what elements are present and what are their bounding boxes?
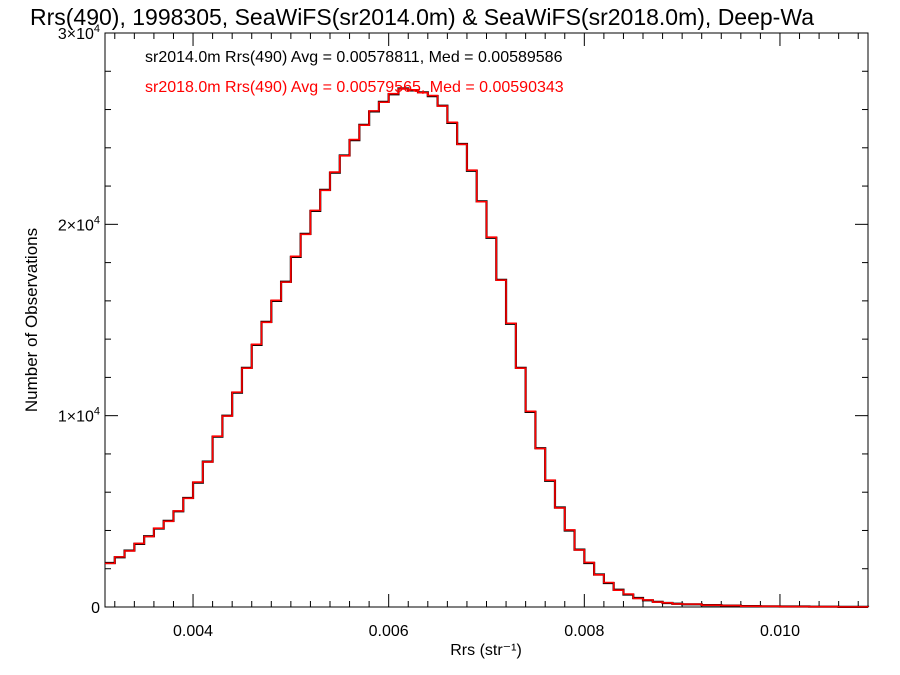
y-tick-label: 3×104 (58, 23, 100, 43)
series-layer (105, 87, 870, 608)
x-tick-label: 0.006 (369, 623, 409, 640)
y-tick-label: 1×104 (58, 406, 100, 426)
x-axis-ticks: 0.004 0.006 0.008 0.010 (114, 33, 859, 640)
series-line-sr2014 (105, 87, 870, 608)
x-tick-label: 0.008 (564, 623, 604, 640)
plot-frame (104, 32, 869, 608)
legend-entry-sr2014: sr2014.0m Rrs(490) Avg = 0.00578811, Med… (145, 49, 563, 66)
series-line-sr2018 (105, 88, 869, 608)
x-tick-label: 0.004 (173, 623, 213, 640)
legend-entry-sr2018: sr2018.0m Rrs(490) Avg = 0.00579565, Med… (145, 79, 564, 96)
y-tick-label: 0 (91, 600, 100, 617)
x-axis-label: Rrs (str⁻¹) (450, 642, 522, 659)
x-tick-label: 0.010 (760, 623, 800, 640)
y-axis-ticks: 0 1×104 2×104 3×104 (58, 23, 868, 617)
y-axis-label: Number of Observations (22, 228, 41, 412)
y-tick-label: 2×104 (58, 214, 100, 234)
chart-title: Rrs(490), 1998305, SeaWiFS(sr2014.0m) & … (30, 4, 814, 30)
